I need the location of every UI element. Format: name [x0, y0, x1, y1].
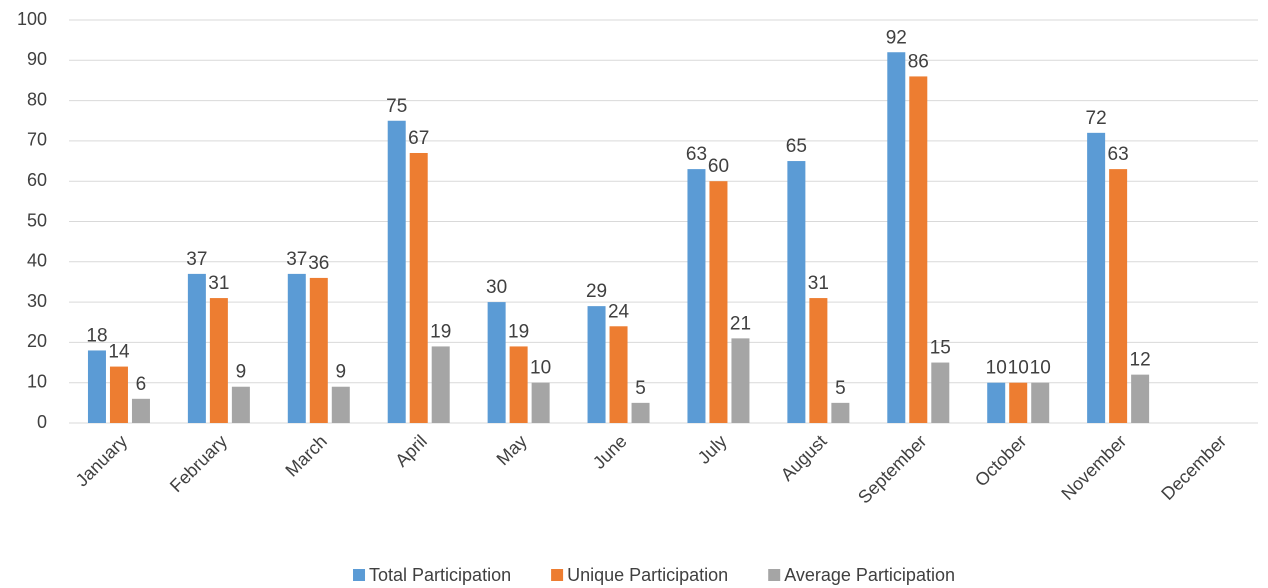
bar: [409, 152, 428, 424]
legend-label: Total Participation: [369, 565, 511, 585]
data-label: 5: [835, 378, 846, 399]
y-tick-label: 80: [27, 89, 47, 109]
bar: [1131, 374, 1150, 423]
bar: [631, 402, 650, 423]
bar: [1031, 382, 1050, 423]
x-tick-label: May: [493, 431, 531, 469]
legend-swatch: [768, 569, 781, 581]
y-tick-label: 10: [27, 371, 47, 391]
data-label: 10: [986, 358, 1007, 379]
data-label: 24: [608, 301, 630, 322]
bar: [709, 181, 728, 423]
data-label: 92: [886, 27, 907, 48]
data-label: 65: [786, 136, 807, 157]
data-label: 6: [136, 374, 147, 395]
x-tick-label: April: [391, 431, 431, 471]
bar: [787, 161, 806, 424]
bar: [731, 338, 750, 423]
data-label: 9: [336, 362, 347, 383]
bar: [931, 362, 950, 423]
data-label: 37: [286, 249, 307, 270]
y-tick-label: 60: [27, 170, 47, 190]
data-label: 36: [308, 253, 329, 274]
legend-label: Unique Participation: [567, 565, 728, 585]
data-label: 14: [108, 342, 130, 363]
y-tick-label: 0: [37, 412, 47, 432]
data-label: 5: [635, 378, 646, 399]
data-label: 72: [1086, 108, 1107, 129]
bar: [887, 52, 906, 424]
data-label: 12: [1130, 350, 1151, 371]
bar: [909, 76, 928, 424]
bar: [287, 273, 306, 423]
bar: [487, 302, 506, 423]
legend-swatch: [551, 569, 564, 581]
data-label: 19: [508, 321, 529, 342]
x-tick-label: December: [1157, 431, 1230, 504]
y-tick-label: 40: [27, 251, 47, 271]
bar: [131, 398, 150, 423]
x-tick-label: January: [72, 431, 131, 490]
y-tick-label: 20: [27, 331, 47, 351]
data-label: 15: [930, 338, 951, 359]
y-tick-label: 30: [27, 291, 47, 311]
bar: [1087, 132, 1106, 423]
y-tick-label: 90: [27, 49, 47, 69]
bar: [87, 350, 106, 423]
bar: [987, 382, 1006, 423]
data-label: 18: [86, 325, 107, 346]
bar: [309, 277, 328, 423]
bar: [509, 346, 528, 423]
data-label: 37: [186, 249, 207, 270]
x-tick-label: July: [694, 431, 731, 468]
y-tick-label: 50: [27, 210, 47, 230]
data-label: 31: [808, 273, 829, 294]
bar: [1009, 382, 1028, 423]
data-label: 67: [408, 128, 429, 149]
data-label: 63: [1108, 144, 1129, 165]
bar: [809, 298, 828, 423]
x-tick-label: September: [854, 431, 930, 507]
x-tick-label: February: [166, 431, 231, 496]
bar: [531, 382, 550, 423]
bar: [387, 120, 406, 423]
data-label: 10: [1008, 358, 1029, 379]
data-label: 19: [430, 321, 451, 342]
bar: [109, 366, 128, 423]
bar: [431, 346, 450, 423]
data-label: 63: [686, 144, 707, 165]
bar: [187, 273, 206, 423]
x-tick-label: November: [1057, 431, 1130, 504]
x-tick-label: June: [589, 431, 631, 473]
data-label: 29: [586, 281, 607, 302]
x-tick-label: October: [971, 431, 1030, 490]
data-label: 60: [708, 156, 729, 177]
data-label: 10: [1030, 358, 1051, 379]
y-tick-label: 70: [27, 130, 47, 150]
bar: [687, 169, 706, 423]
data-label: 9: [236, 362, 247, 383]
data-label: 31: [208, 273, 229, 294]
x-tick-label: August: [777, 431, 831, 485]
legend: Total Participation Unique Participation A…: [353, 565, 955, 585]
data-label: 30: [486, 277, 507, 298]
legend-label: Average Participation: [784, 565, 955, 585]
x-tick-label: March: [281, 431, 331, 481]
data-label: 10: [530, 358, 551, 379]
bar: [231, 386, 250, 423]
bar: [209, 298, 228, 423]
data-label: 75: [386, 96, 407, 117]
bar: [587, 306, 606, 423]
bar: [331, 386, 350, 423]
legend-swatch: [353, 569, 366, 581]
data-label: 86: [908, 51, 929, 72]
bar: [609, 326, 628, 423]
data-label: 21: [730, 313, 751, 334]
y-tick-label: 100: [17, 9, 47, 29]
bar: [1109, 169, 1128, 423]
bar: [831, 402, 850, 423]
